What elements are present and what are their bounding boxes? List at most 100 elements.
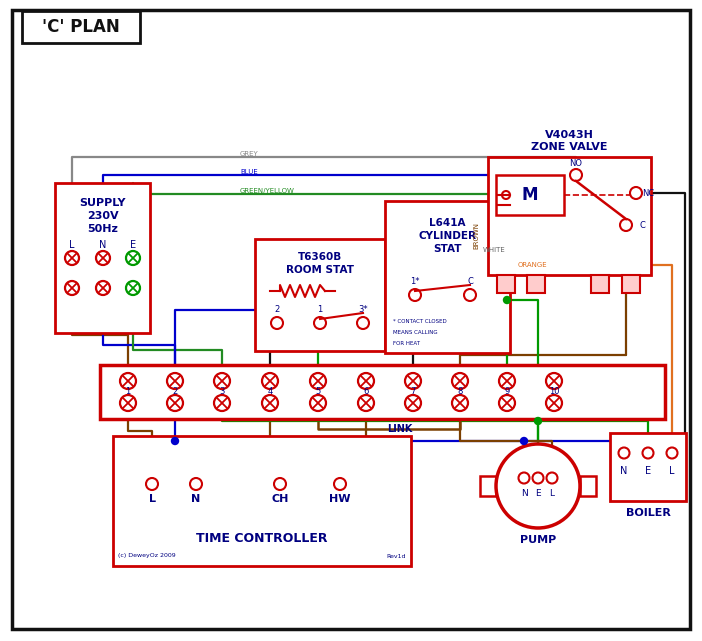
Circle shape	[405, 395, 421, 411]
Circle shape	[534, 417, 541, 424]
Text: C: C	[467, 276, 473, 285]
Circle shape	[499, 395, 515, 411]
Text: FOR HEAT: FOR HEAT	[393, 340, 420, 345]
Text: 'C' PLAN: 'C' PLAN	[42, 18, 120, 36]
Circle shape	[409, 289, 421, 301]
Circle shape	[120, 373, 136, 389]
FancyBboxPatch shape	[255, 239, 385, 351]
Text: BLUE: BLUE	[240, 169, 258, 175]
Circle shape	[546, 395, 562, 411]
Circle shape	[314, 317, 326, 329]
Text: 8: 8	[457, 388, 463, 397]
Text: TIME CONTROLLER: TIME CONTROLLER	[197, 531, 328, 544]
Text: L: L	[550, 490, 555, 499]
Circle shape	[546, 472, 557, 483]
FancyBboxPatch shape	[22, 11, 140, 43]
Circle shape	[358, 373, 374, 389]
FancyBboxPatch shape	[496, 175, 564, 215]
Text: 3*: 3*	[358, 304, 368, 313]
Text: (c) DeweyOz 2009: (c) DeweyOz 2009	[118, 553, 176, 558]
Circle shape	[262, 395, 278, 411]
Circle shape	[262, 373, 278, 389]
Circle shape	[120, 395, 136, 411]
FancyBboxPatch shape	[55, 183, 150, 333]
Text: N: N	[99, 240, 107, 250]
Text: 4: 4	[267, 388, 272, 397]
Text: MEANS CALLING: MEANS CALLING	[393, 329, 437, 335]
FancyBboxPatch shape	[610, 433, 686, 501]
Text: ZONE VALVE: ZONE VALVE	[531, 142, 608, 152]
Circle shape	[546, 373, 562, 389]
Text: HW: HW	[329, 494, 351, 504]
Circle shape	[96, 281, 110, 295]
FancyBboxPatch shape	[385, 201, 510, 353]
Circle shape	[570, 169, 582, 181]
Text: 7: 7	[410, 388, 416, 397]
Text: BOILER: BOILER	[625, 508, 670, 518]
Text: N: N	[192, 494, 201, 504]
Circle shape	[357, 317, 369, 329]
Text: 9: 9	[504, 388, 510, 397]
Text: 230V: 230V	[86, 211, 119, 221]
Text: L641A: L641A	[429, 218, 465, 228]
Text: PUMP: PUMP	[520, 535, 556, 545]
Circle shape	[519, 472, 529, 483]
Text: NC: NC	[642, 188, 654, 197]
Circle shape	[358, 395, 374, 411]
Text: N: N	[621, 466, 628, 476]
Text: 1*: 1*	[410, 276, 420, 285]
Circle shape	[452, 395, 468, 411]
Circle shape	[502, 191, 510, 199]
Text: 1: 1	[317, 304, 323, 313]
Circle shape	[271, 317, 283, 329]
Circle shape	[65, 251, 79, 265]
Text: BROWN: BROWN	[473, 222, 479, 249]
Circle shape	[310, 373, 326, 389]
Text: NO: NO	[569, 158, 583, 167]
Text: 2: 2	[274, 304, 279, 313]
Text: 10: 10	[549, 388, 559, 397]
Circle shape	[167, 373, 183, 389]
Circle shape	[405, 373, 421, 389]
Text: ORANGE: ORANGE	[518, 262, 548, 268]
FancyBboxPatch shape	[488, 157, 651, 275]
Text: Rev1d: Rev1d	[387, 553, 406, 558]
Circle shape	[630, 187, 642, 199]
Circle shape	[126, 251, 140, 265]
Text: L: L	[69, 240, 74, 250]
FancyBboxPatch shape	[527, 275, 545, 293]
Circle shape	[642, 447, 654, 458]
Text: C: C	[639, 221, 645, 229]
FancyBboxPatch shape	[622, 275, 640, 293]
Circle shape	[65, 281, 79, 295]
Circle shape	[496, 444, 580, 528]
Circle shape	[171, 438, 178, 444]
Text: STAT: STAT	[433, 244, 462, 254]
Text: M: M	[522, 186, 538, 204]
Text: V4043H: V4043H	[545, 130, 594, 140]
Circle shape	[214, 373, 230, 389]
Text: 1: 1	[126, 388, 131, 397]
FancyBboxPatch shape	[580, 476, 596, 496]
FancyBboxPatch shape	[497, 275, 515, 293]
Circle shape	[620, 219, 632, 231]
Text: ROOM STAT: ROOM STAT	[286, 265, 354, 275]
Circle shape	[520, 438, 527, 444]
FancyBboxPatch shape	[591, 275, 609, 293]
FancyBboxPatch shape	[12, 10, 690, 629]
Text: 5: 5	[315, 388, 321, 397]
FancyBboxPatch shape	[480, 476, 496, 496]
Circle shape	[464, 289, 476, 301]
FancyBboxPatch shape	[100, 365, 665, 419]
Text: WHITE: WHITE	[483, 247, 505, 253]
Circle shape	[214, 395, 230, 411]
Text: * CONTACT CLOSED: * CONTACT CLOSED	[393, 319, 446, 324]
Text: CH: CH	[271, 494, 289, 504]
Circle shape	[126, 281, 140, 295]
Circle shape	[146, 478, 158, 490]
Text: N: N	[521, 490, 527, 499]
Text: LINK: LINK	[388, 424, 413, 434]
Circle shape	[666, 447, 677, 458]
Text: E: E	[535, 490, 541, 499]
Circle shape	[96, 251, 110, 265]
